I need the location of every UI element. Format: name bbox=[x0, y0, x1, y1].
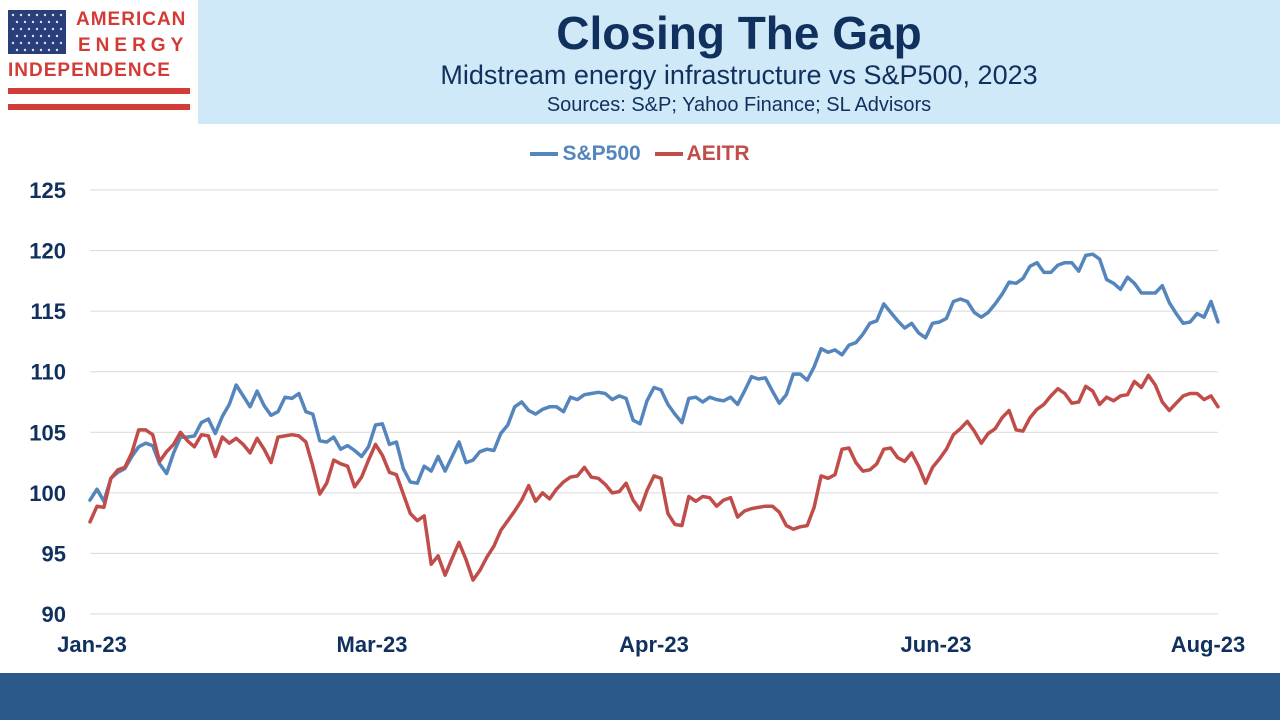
grid-lines bbox=[90, 189, 1218, 615]
y-tick-label: 95 bbox=[42, 541, 66, 566]
y-tick-label: 120 bbox=[29, 239, 66, 264]
x-tick-label: Jun-23 bbox=[901, 632, 972, 657]
line-chart: 90 95 100 105 110 115 120 125 Jan-23 Mar-23 Apr-2… bbox=[29, 178, 1245, 657]
legend-item-sp500: S&P500 bbox=[530, 142, 641, 166]
logo-stripe bbox=[8, 104, 190, 110]
chart-subtitle: Midstream energy infrastructure vs S&P50… bbox=[440, 60, 1038, 90]
chart-legend: S&P500 AEITR bbox=[0, 138, 1280, 166]
legend-label-sp500: S&P500 bbox=[562, 142, 641, 165]
series-line-aeitr bbox=[88, 373, 1220, 582]
series-line-sp500 bbox=[88, 252, 1220, 504]
logo-text-line2: ENERGY bbox=[78, 35, 189, 56]
x-tick-label: Mar-23 bbox=[337, 632, 408, 657]
y-tick-label: 105 bbox=[29, 420, 66, 445]
y-tick-label: 110 bbox=[31, 360, 67, 385]
chart-title: Closing The Gap bbox=[556, 7, 922, 59]
legend-item-aeitr: AEITR bbox=[654, 142, 750, 166]
x-tick-label: Aug-23 bbox=[1171, 632, 1246, 657]
logo: AMERICAN ENERGY INDEPENDENCE bbox=[0, 0, 198, 124]
series-lines bbox=[88, 252, 1220, 582]
x-tick-label: Jan-23 bbox=[57, 632, 127, 657]
header-band bbox=[198, 0, 1280, 124]
y-tick-label: 125 bbox=[29, 178, 66, 203]
logo-text-line1: AMERICAN bbox=[76, 9, 187, 30]
y-axis-ticks: 90 95 100 105 110 115 120 125 bbox=[29, 178, 66, 627]
x-axis-ticks: Jan-23 Mar-23 Apr-23 Jun-23 Aug-23 bbox=[57, 632, 1245, 657]
logo-text-line3: INDEPENDENCE bbox=[8, 60, 171, 81]
us-flag-icon bbox=[8, 10, 66, 54]
chart-sources: Sources: S&P; Yahoo Finance; SL Advisors bbox=[546, 94, 932, 116]
y-tick-label: 115 bbox=[31, 299, 67, 324]
x-tick-label: Apr-23 bbox=[619, 632, 689, 657]
footer-bar bbox=[0, 673, 1280, 720]
y-tick-label: 90 bbox=[42, 602, 66, 627]
logo-stripe bbox=[8, 88, 190, 94]
legend-label-aeitr: AEITR bbox=[686, 142, 750, 165]
legend-swatch-sp500 bbox=[530, 152, 559, 156]
y-tick-label: 100 bbox=[29, 481, 66, 506]
legend-swatch-aeitr bbox=[654, 152, 683, 156]
